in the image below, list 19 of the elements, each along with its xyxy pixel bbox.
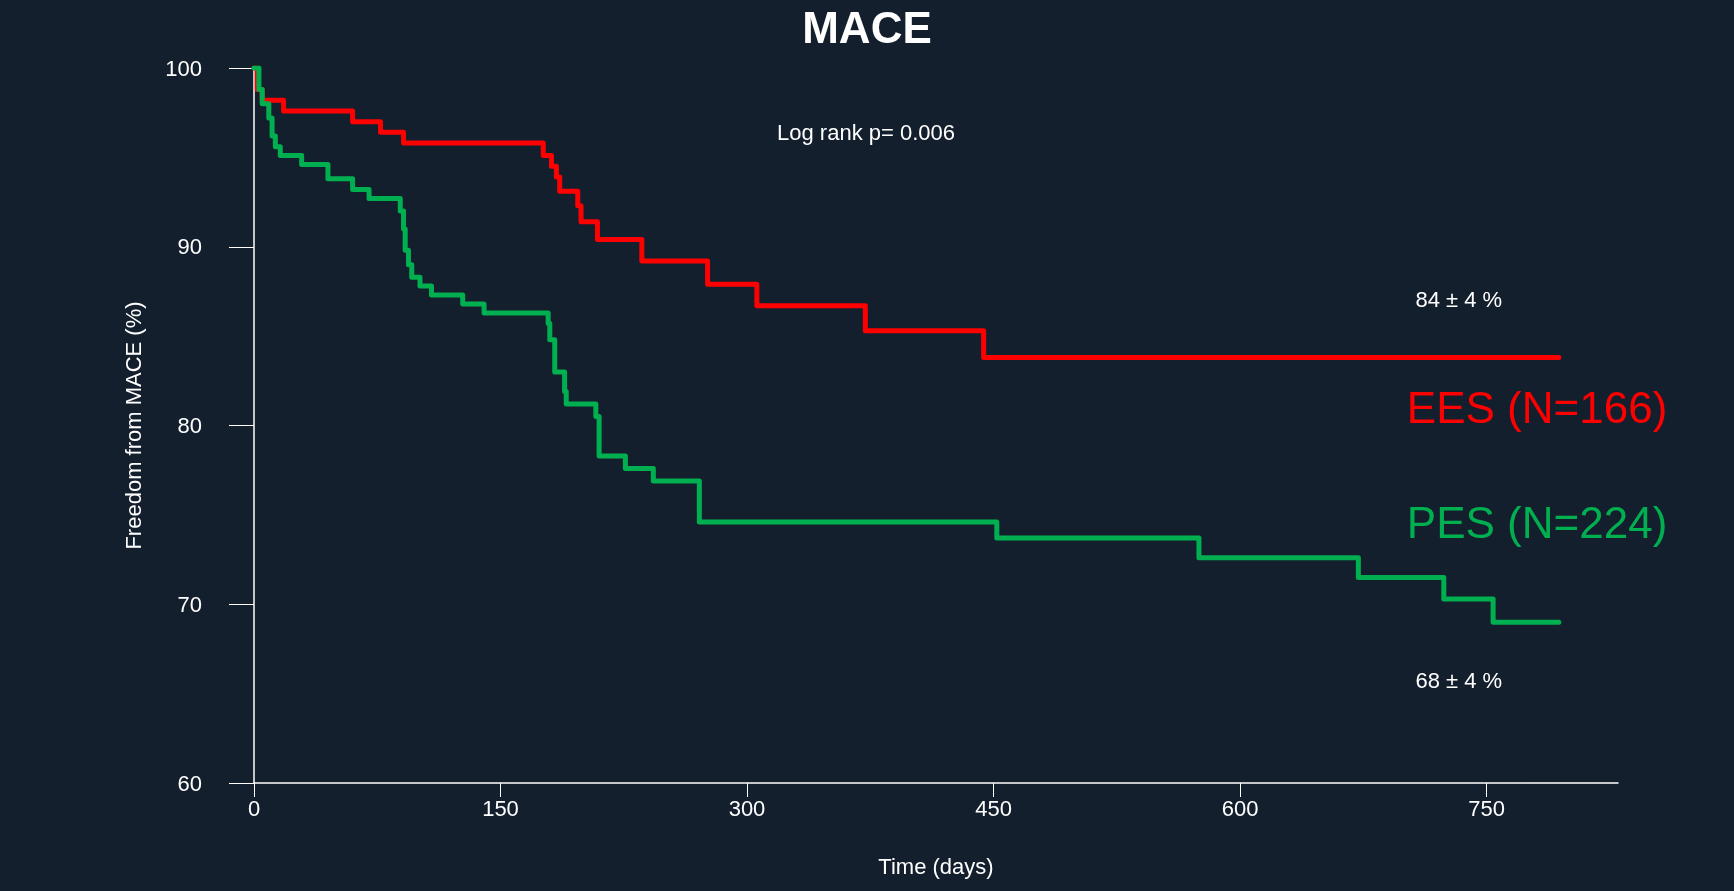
x-tick-label: 750 <box>1468 795 1505 821</box>
y-axis-title: Freedom from MACE (%) <box>120 301 146 550</box>
series-label: PES (N=224) <box>1406 497 1668 547</box>
x-tick-label: 0 <box>247 795 261 821</box>
annotation: Log rank p= 0.006 <box>777 119 955 145</box>
y-tick-label: 70 <box>177 591 202 617</box>
y-tick-label: 100 <box>165 55 202 81</box>
x-tick-label: 600 <box>1221 795 1259 821</box>
y-tick-label: 90 <box>177 234 202 260</box>
annotation: 84 ± 4 % <box>1415 287 1503 313</box>
x-tick-label: 150 <box>482 795 519 821</box>
x-tick-label: 450 <box>975 795 1012 821</box>
y-tick-label: 80 <box>177 413 202 438</box>
x-tick-label: 300 <box>728 795 766 821</box>
chart-title: MACE <box>802 2 932 52</box>
y-tick-label: 60 <box>177 770 202 796</box>
series-label: EES (N=166) <box>1406 383 1668 433</box>
annotation: 68 ± 4 % <box>1415 667 1503 693</box>
x-axis-title: Time (days) <box>878 853 994 879</box>
